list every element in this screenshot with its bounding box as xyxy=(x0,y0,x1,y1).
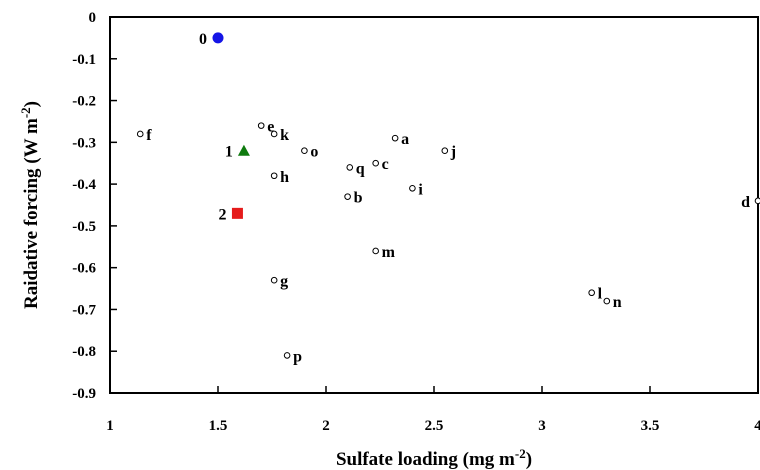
point-label-c: c xyxy=(382,156,389,173)
y-tick-label: -0.8 xyxy=(72,344,96,360)
point-label-k: k xyxy=(280,127,289,144)
x-tick-label: 2.5 xyxy=(425,418,444,434)
point-g xyxy=(270,276,278,284)
x-tick-label: 1.5 xyxy=(209,418,228,434)
highlighted-points: 0 1 2 xyxy=(199,31,250,223)
x-axis-ticks: 1 1.5 2 2.5 3 3.5 4 xyxy=(106,386,760,434)
highlight-label-1: 1 xyxy=(225,144,233,161)
point-e xyxy=(257,122,265,129)
point-k xyxy=(270,130,278,138)
y-axis-ticks: 0 -0.1 -0.2 -0.3 -0.4 -0.5 -0.6 -0.7 -0.8 -0.9 xyxy=(72,10,117,402)
point-label-n: n xyxy=(613,294,622,311)
data-points: a b c d e f g h i j k l m n o p q xyxy=(136,119,760,365)
point-label-d: d xyxy=(741,194,750,211)
point-label-f: f xyxy=(146,127,152,144)
point-label-l: l xyxy=(598,286,603,303)
highlight-label-2: 2 xyxy=(218,206,226,223)
y-tick-label: -0.9 xyxy=(72,386,96,402)
point-label-a: a xyxy=(401,131,409,148)
point-b xyxy=(344,193,351,200)
point-p xyxy=(283,352,291,359)
point-label-o: o xyxy=(310,144,318,161)
point-j xyxy=(441,147,449,154)
highlight-marker-2 xyxy=(231,207,243,219)
x-tick-label: 3 xyxy=(538,418,546,434)
point-label-j: j xyxy=(450,144,456,161)
point-label-g: g xyxy=(280,273,288,290)
x-axis-title: Sulfate loading (mg m-2) xyxy=(336,446,532,470)
highlight-marker-1 xyxy=(237,144,250,156)
x-tick-label: 3.5 xyxy=(641,418,660,434)
y-tick-label: -0.5 xyxy=(72,219,96,235)
x-tick-label: 2 xyxy=(322,418,330,434)
point-h xyxy=(270,172,278,180)
x-tick-label: 1 xyxy=(106,418,114,434)
point-label-p: p xyxy=(293,348,302,365)
point-o xyxy=(301,147,308,154)
y-axis-title: Raidative forcing (W m-2) xyxy=(18,101,43,309)
point-m xyxy=(372,247,379,255)
point-d xyxy=(754,197,760,205)
point-c xyxy=(372,159,379,167)
point-l xyxy=(588,289,595,297)
point-label-m: m xyxy=(382,244,396,261)
point-i xyxy=(409,184,416,192)
point-label-b: b xyxy=(354,190,363,207)
point-n xyxy=(603,297,611,305)
y-tick-label: -0.3 xyxy=(72,135,96,151)
y-tick-label: -0.1 xyxy=(72,52,96,68)
y-tick-label: 0 xyxy=(89,10,97,26)
point-label-q: q xyxy=(356,160,365,177)
point-label-e: e xyxy=(267,119,274,136)
y-tick-label: -0.2 xyxy=(72,94,96,110)
point-a xyxy=(391,134,399,142)
point-f xyxy=(136,130,144,138)
highlight-label-0: 0 xyxy=(199,31,207,48)
highlight-marker-0 xyxy=(212,32,224,44)
y-tick-label: -0.6 xyxy=(72,261,96,277)
x-tick-label: 4 xyxy=(754,418,760,434)
y-tick-label: -0.7 xyxy=(72,302,96,318)
point-q xyxy=(346,164,354,171)
plot-area xyxy=(109,16,759,394)
y-tick-label: -0.4 xyxy=(72,177,96,193)
point-label-i: i xyxy=(418,181,423,198)
point-label-h: h xyxy=(280,169,289,186)
